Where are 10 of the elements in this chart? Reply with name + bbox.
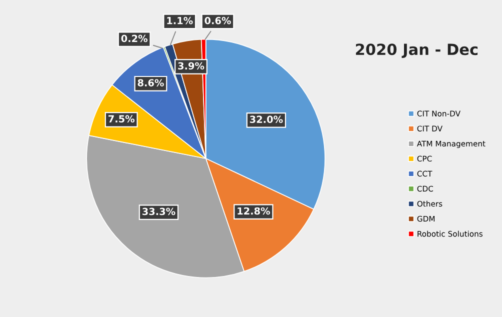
data-label: 0.6% [204, 16, 231, 24]
data-label: 12.8% [238, 207, 270, 215]
text: 2020 Jan - Dec [356, 44, 478, 58]
data-label: 32.0% [250, 116, 283, 123]
data-label: 7.5% [108, 115, 134, 123]
data-label: 0.2% [121, 34, 148, 42]
data-label: 1.1% [167, 16, 193, 24]
data-label: 8.6% [138, 79, 164, 86]
data-label: 33.3% [142, 208, 176, 216]
data-label: 3.9% [178, 62, 204, 70]
